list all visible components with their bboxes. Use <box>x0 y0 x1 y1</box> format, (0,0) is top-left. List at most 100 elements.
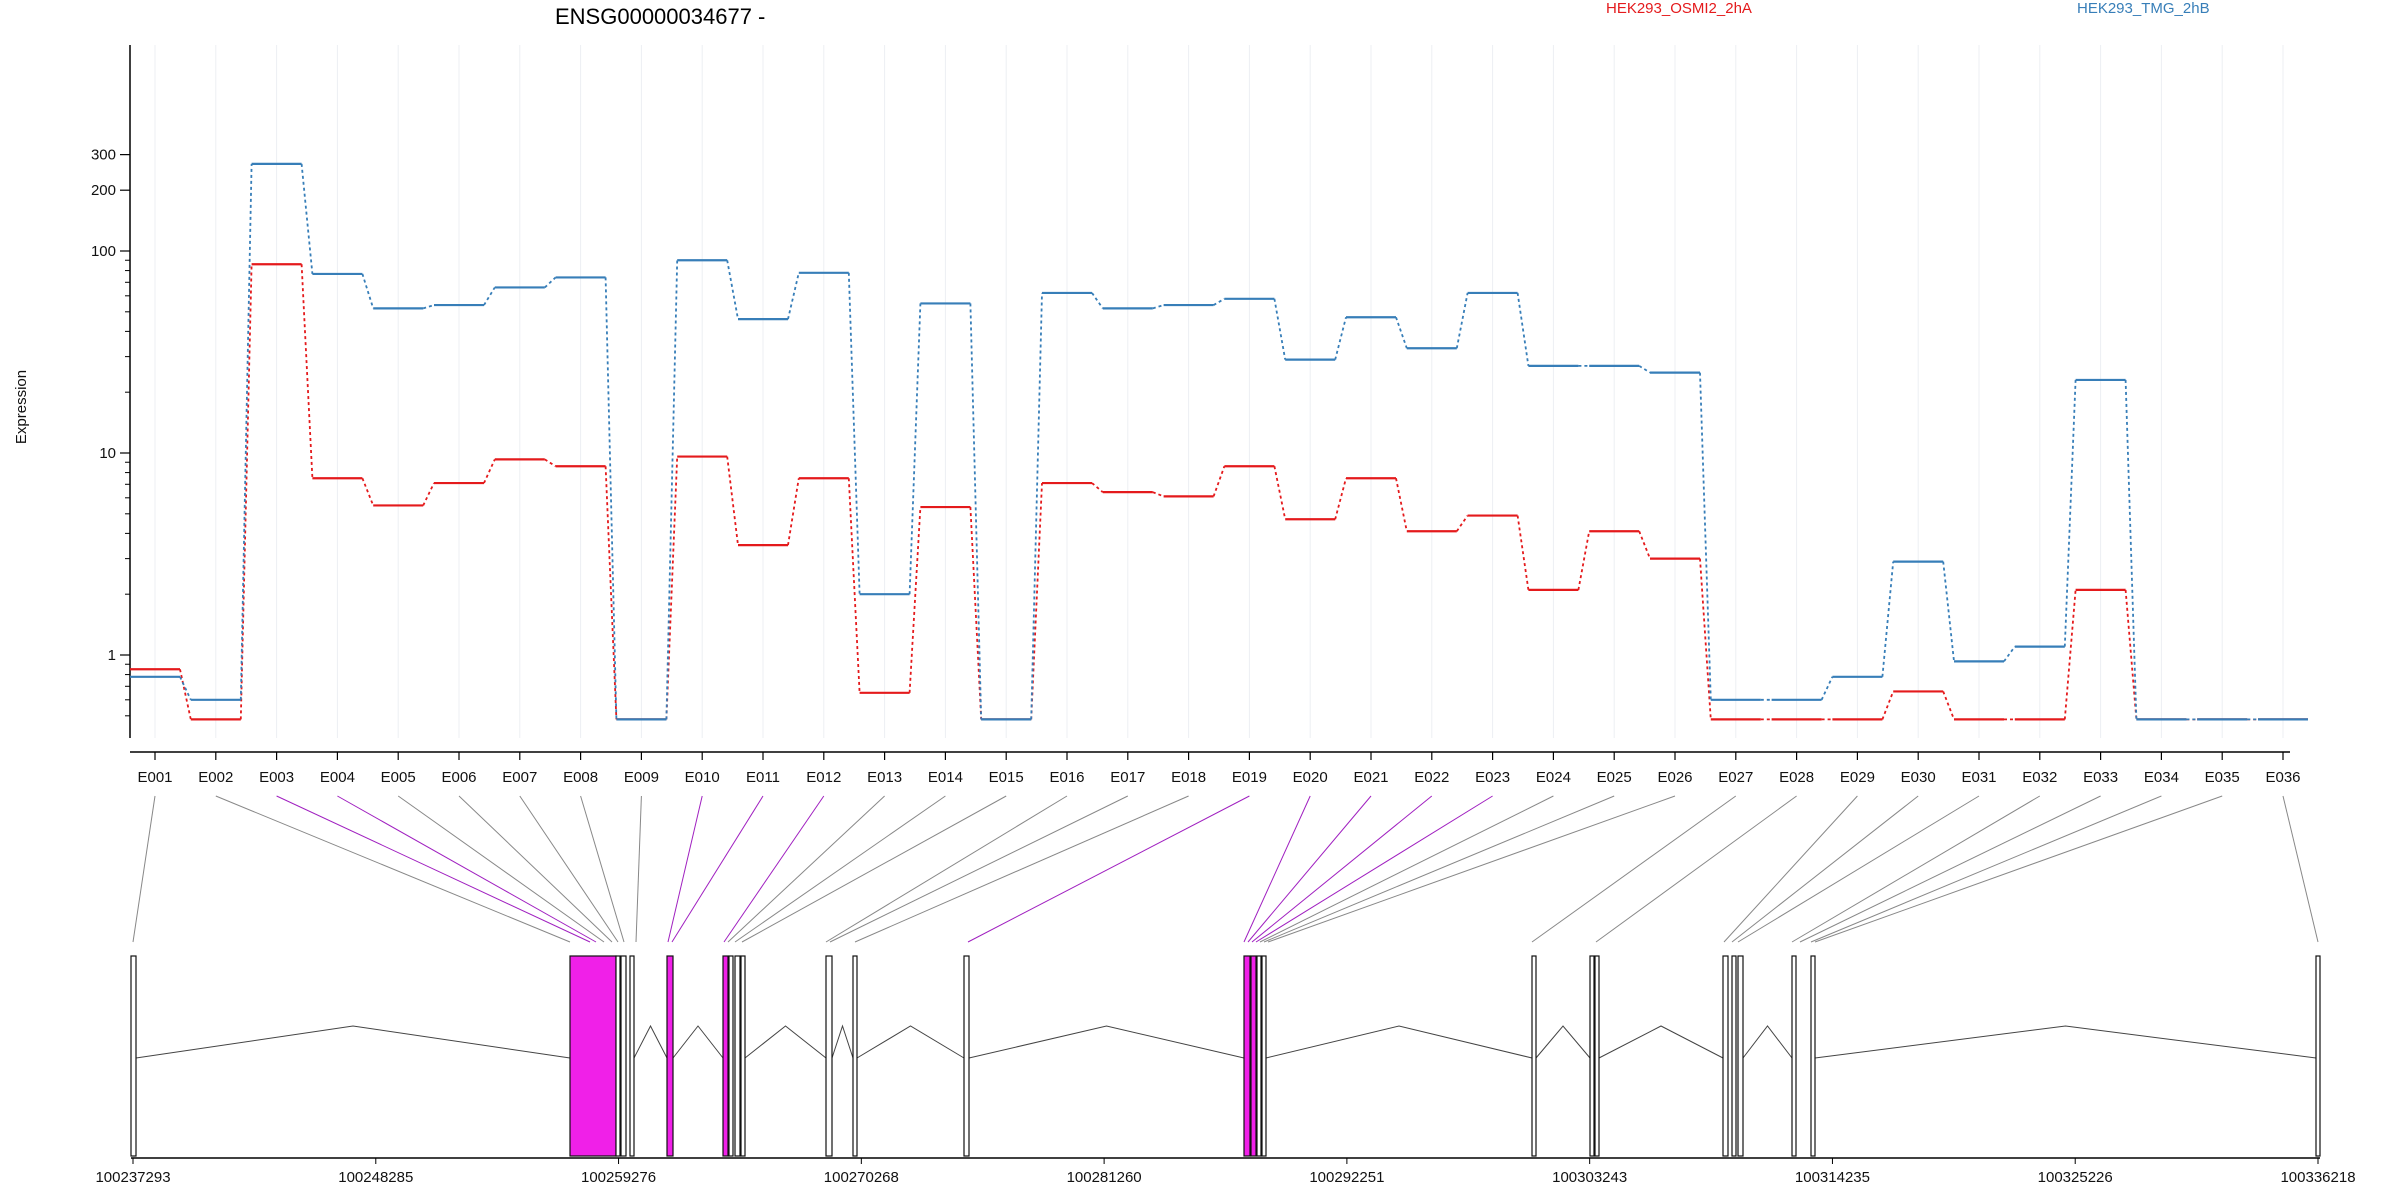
exon-link-E019 <box>967 795 1250 943</box>
connector-HEK293_TMG_2hB <box>2003 646 2016 662</box>
connector-HEK293_TMG_2hB <box>483 286 496 306</box>
x-tick-label-E025: E025 <box>1597 769 1632 786</box>
intron <box>633 1024 668 1059</box>
x-tick-label-E028: E028 <box>1779 769 1814 786</box>
connector-HEK293_TMG_2hB <box>1395 316 1408 349</box>
y-axis-label: Expression <box>13 370 30 444</box>
expression-series <box>130 162 2308 721</box>
connector-HEK293_OSMI2_2hA <box>1212 465 1226 497</box>
x-tick-label-E003: E003 <box>259 769 294 786</box>
exon-link-E022 <box>1251 795 1433 943</box>
connector-HEK293_OSMI2_2hA <box>1273 466 1287 520</box>
exon-box <box>1256 955 1262 1157</box>
connector-HEK293_OSMI2_2hA <box>483 458 496 484</box>
intron <box>1598 1025 1724 1059</box>
connector-HEK293_OSMI2_2hA <box>300 264 314 479</box>
exon-box <box>1250 955 1257 1157</box>
exon-link-E018 <box>854 795 1189 943</box>
genome-tick-label-100248285: 100248285 <box>338 1169 413 1186</box>
exon-box <box>1243 955 1251 1157</box>
exon-box <box>1531 955 1537 1157</box>
connector-HEK293_TMG_2hB <box>969 303 983 720</box>
connector-HEK293_TMG_2hB <box>361 273 375 309</box>
x-tick-label-E033: E033 <box>2083 769 2118 786</box>
y-tick-label-300: 300 <box>91 147 116 164</box>
exon-box <box>629 955 635 1157</box>
connector-HEK293_OSMI2_2hA <box>422 482 435 506</box>
genome-tick-label-100237293: 100237293 <box>95 1169 170 1186</box>
connector-HEK293_OSMI2_2hA <box>1334 478 1347 520</box>
x-tick-label-E017: E017 <box>1110 769 1145 786</box>
exon-link-E008 <box>580 795 625 943</box>
series-HEK293_TMG_2hB <box>130 162 2308 721</box>
legend-entry-osmi2: HEK293_OSMI2_2hA <box>1606 0 1752 17</box>
connector-HEK293_TMG_2hB <box>1455 292 1469 349</box>
intron <box>856 1025 965 1059</box>
connector-HEK293_TMG_2hB <box>2063 379 2077 647</box>
intron <box>744 1025 827 1059</box>
exon-box <box>1791 955 1797 1157</box>
connector-HEK293_TMG_2hB <box>1152 304 1164 310</box>
exon-link-E021 <box>1247 795 1372 943</box>
exon-link-E029 <box>1723 795 1858 943</box>
exon-link-E028 <box>1595 795 1797 943</box>
x-tick-label-E002: E002 <box>198 769 233 786</box>
y-tick-label-10: 10 <box>99 445 116 462</box>
exon-link-E034 <box>1810 795 2162 943</box>
connector-HEK293_OSMI2_2hA <box>604 466 618 720</box>
expression-axes: 1 10 100 200 300 E001 E002 E003 E004 E005 E006 E007… <box>91 45 2301 786</box>
connector-HEK293_OSMI2_2hA <box>908 507 922 693</box>
exon-box <box>1722 955 1729 1157</box>
exon-box <box>1589 955 1595 1157</box>
x-tick-label-E012: E012 <box>806 769 841 786</box>
connector-HEK293_OSMI2_2hA <box>1942 691 1955 720</box>
exon-box <box>740 955 746 1157</box>
exon-link-E030 <box>1731 795 1919 943</box>
intron <box>135 1025 571 1059</box>
exon-link-E026 <box>1267 795 1676 943</box>
exon-box <box>1261 955 1267 1157</box>
exon-box <box>734 955 741 1157</box>
exon-box <box>615 955 621 1157</box>
x-tick-label-E031: E031 <box>1961 769 1996 786</box>
x-tick-label-E011: E011 <box>746 769 780 786</box>
connector-HEK293_TMG_2hB <box>239 163 253 700</box>
x-tick-label-E013: E013 <box>867 769 902 786</box>
connector-HEK293_OSMI2_2hA <box>1881 691 1895 720</box>
x-tick-label-E035: E035 <box>2205 769 2240 786</box>
x-tick-label-E022: E022 <box>1414 769 1449 786</box>
connector-HEK293_TMG_2hB <box>908 303 922 595</box>
genome-tick-label-100314235: 100314235 <box>1795 1169 1870 1186</box>
exon-link-E033 <box>1799 795 2101 943</box>
x-tick-label-E023: E023 <box>1475 769 1510 786</box>
x-tick-label-E018: E018 <box>1171 769 1206 786</box>
intron <box>1265 1025 1533 1059</box>
x-tick-label-E026: E026 <box>1657 769 1692 786</box>
x-tick-label-E027: E027 <box>1718 769 1753 786</box>
genome-tick-label-100325226: 100325226 <box>2038 1169 2113 1186</box>
exon-link-E002 <box>215 795 571 943</box>
exon-box <box>825 955 833 1157</box>
intron <box>968 1025 1245 1059</box>
x-tick-label-E005: E005 <box>381 769 416 786</box>
exon-link-E036 <box>2282 795 2319 943</box>
connector-HEK293_TMG_2hB <box>726 260 739 320</box>
connector-HEK293_OSMI2_2hA <box>1091 482 1104 493</box>
genome-tick-label-100270268: 100270268 <box>824 1169 899 1186</box>
x-tick-label-E015: E015 <box>989 769 1024 786</box>
connector-HEK293_OSMI2_2hA <box>1516 515 1530 591</box>
connector-HEK293_TMG_2hB <box>1638 365 1651 374</box>
connector-HEK293_OSMI2_2hA <box>1638 530 1651 559</box>
exon-link-E006 <box>458 795 613 943</box>
x-tick-label-E006: E006 <box>441 769 476 786</box>
connector-HEK293_OSMI2_2hA <box>2124 589 2138 720</box>
connector-HEK293_OSMI2_2hA <box>544 458 557 467</box>
connector-HEK293_TMG_2hB <box>1334 317 1347 360</box>
exon-link-E027 <box>1531 795 1737 943</box>
connector-HEK293_TMG_2hB <box>422 304 435 310</box>
connector-HEK293_TMG_2hB <box>300 163 314 275</box>
x-tick-label-E029: E029 <box>1840 769 1875 786</box>
x-tick-label-E016: E016 <box>1049 769 1084 786</box>
connector-HEK293_TMG_2hB <box>604 277 618 720</box>
